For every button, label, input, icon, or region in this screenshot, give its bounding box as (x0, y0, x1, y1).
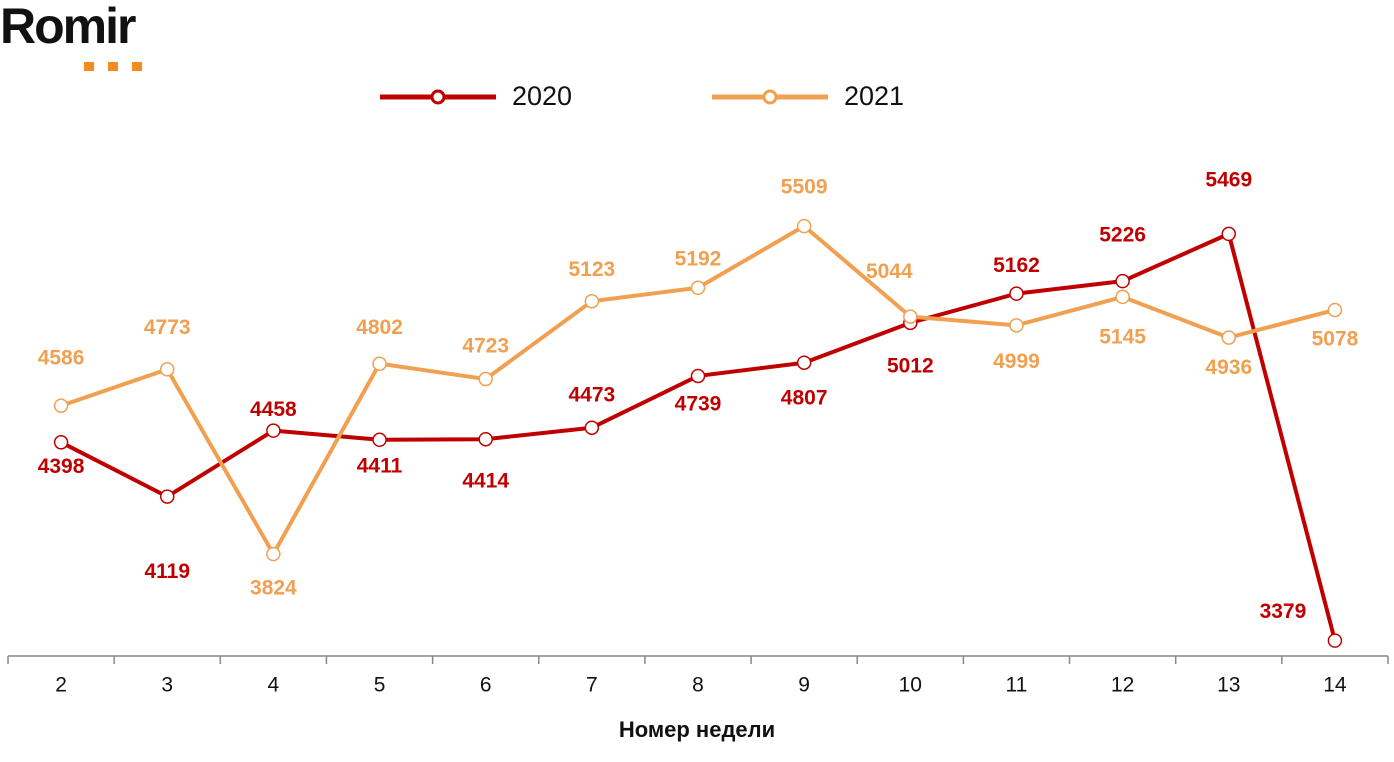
data-label: 4119 (144, 560, 190, 583)
x-tick-label: 8 (692, 674, 704, 697)
data-label: 5145 (1099, 325, 1146, 348)
point (266, 546, 281, 562)
point (159, 362, 175, 377)
point (1115, 289, 1130, 305)
data-label: 3824 (250, 577, 297, 600)
data-label: 4999 (993, 350, 1040, 373)
data-label: 4398 (38, 455, 85, 478)
logo-dot (132, 62, 142, 71)
x-tick-label: 4 (268, 674, 280, 697)
point (1327, 633, 1343, 648)
point (1115, 273, 1130, 289)
point (478, 371, 493, 387)
x-tick-label: 13 (1217, 674, 1240, 697)
point (372, 356, 387, 371)
data-label: 4723 (462, 335, 509, 358)
x-tick-label: 12 (1111, 674, 1134, 697)
data-label: 4458 (250, 398, 297, 421)
point (266, 423, 281, 438)
data-label: 4414 (462, 470, 509, 493)
data-label: 5078 (1312, 328, 1359, 351)
series-line (60, 224, 1336, 557)
legend-label: 2020 (512, 81, 572, 111)
logo: Romir (0, 0, 136, 54)
data-label: 4473 (568, 383, 615, 406)
data-label: 5509 (781, 176, 828, 199)
x-tick-label: 9 (798, 674, 810, 697)
point (1221, 330, 1237, 345)
point (1009, 286, 1024, 301)
data-label: 5469 (1205, 168, 1252, 191)
x-tick-label: 5 (374, 674, 386, 697)
point (690, 280, 706, 296)
point (796, 218, 812, 234)
point (796, 355, 812, 370)
point (690, 368, 706, 384)
legend-label: 2021 (844, 81, 904, 111)
point (159, 489, 175, 504)
point (1327, 302, 1343, 318)
x-tick-label: 3 (161, 674, 173, 697)
data-label: 5162 (993, 254, 1040, 277)
point (372, 432, 387, 448)
data-label: 5226 (1099, 224, 1146, 247)
point (584, 420, 600, 435)
logo-dot (84, 62, 94, 71)
point (1221, 226, 1237, 242)
data-label: 4807 (781, 386, 828, 409)
x-axis-label: Номер недели (619, 717, 775, 742)
legend-marker (430, 89, 446, 105)
data-label: 4411 (357, 454, 403, 477)
data-label: 5044 (866, 260, 913, 283)
data-label: 3379 (1260, 600, 1307, 623)
point (1009, 318, 1024, 333)
data-label: 4586 (38, 346, 85, 369)
x-tick-label: 6 (480, 674, 492, 697)
point (584, 293, 600, 309)
point (53, 435, 69, 450)
data-label: 4773 (144, 316, 191, 339)
x-tick-label: 7 (586, 674, 598, 697)
data-label: 5192 (675, 247, 722, 270)
point (53, 398, 69, 413)
x-tick-label: 10 (899, 674, 922, 697)
x-tick-label: 2 (55, 674, 67, 697)
x-tick-label: 11 (1006, 674, 1028, 697)
legend-marker (762, 89, 778, 105)
data-label: 5123 (568, 258, 615, 281)
point (478, 431, 493, 447)
logo-dot (108, 62, 118, 71)
data-label: 4739 (675, 392, 722, 415)
data-label: 5012 (887, 354, 934, 377)
data-label: 4936 (1205, 356, 1252, 379)
point (903, 309, 918, 324)
data-label: 4802 (356, 316, 403, 339)
x-tick-label: 14 (1323, 674, 1347, 697)
